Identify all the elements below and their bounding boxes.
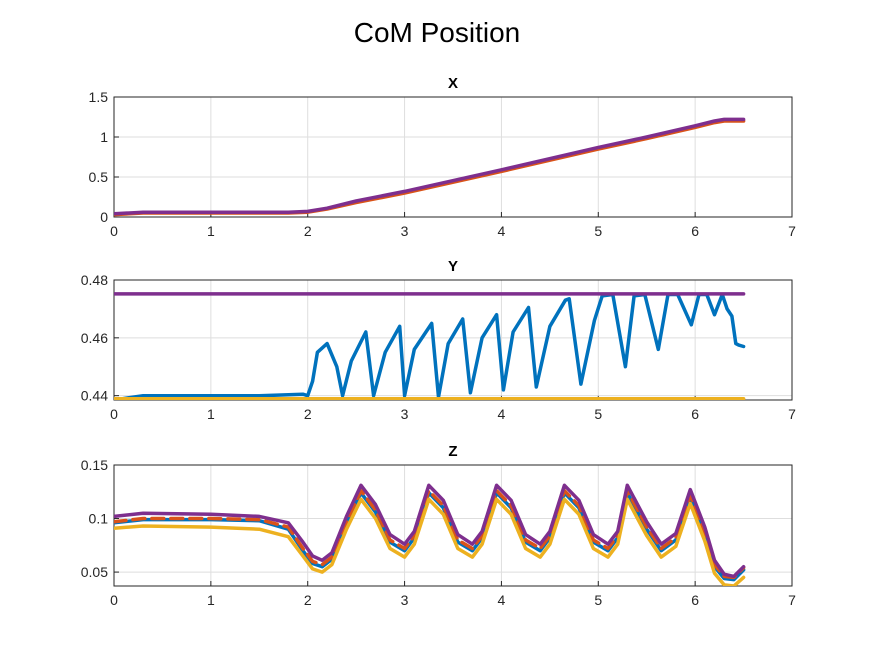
x-tick-label: 7 <box>788 223 796 239</box>
axes-frame <box>113 96 793 218</box>
x-tick-label: 1 <box>207 592 215 608</box>
y-tick-label: 0.1 <box>89 511 109 527</box>
x-tick-label: 6 <box>691 223 699 239</box>
series-line-2 <box>114 117 746 216</box>
y-tick-label: 0.15 <box>81 457 108 473</box>
x-tick-label: 2 <box>304 406 312 422</box>
series-line-3 <box>114 497 746 586</box>
x-tick-label: 7 <box>788 592 796 608</box>
x-tick-label: 4 <box>498 223 506 239</box>
subplot-title: Z <box>448 443 457 460</box>
subplots: 0 1 2 3 4 5 6 7 0 0.5 1 1.5 X 0 1 2 3 4 5 6 7 0.44 0.46 0.48 Y 0 1… <box>81 75 796 608</box>
subplot-z: 0 1 2 3 4 5 6 7 0.05 0.1 0.15 Z <box>81 443 796 608</box>
y-tick-label: 1.5 <box>89 89 109 105</box>
x-tick-label: 0 <box>110 592 118 608</box>
y-tick-label: 0.48 <box>81 272 108 288</box>
x-tick-label: 2 <box>304 223 312 239</box>
y-tick-label: 1 <box>100 129 108 145</box>
x-tick-label: 4 <box>498 406 506 422</box>
subplot-title: Y <box>448 258 458 275</box>
x-tick-label: 4 <box>498 592 506 608</box>
subplot-title: X <box>448 75 458 92</box>
x-tick-label: 1 <box>207 223 215 239</box>
x-tick-label: 3 <box>401 223 409 239</box>
x-tick-label: 0 <box>110 223 118 239</box>
subplot-x: 0 1 2 3 4 5 6 7 0 0.5 1 1.5 X <box>89 75 797 239</box>
x-tick-label: 1 <box>207 406 215 422</box>
x-tick-label: 5 <box>594 406 602 422</box>
x-tick-label: 0 <box>110 406 118 422</box>
x-tick-label: 3 <box>401 406 409 422</box>
series-line-2 <box>114 488 746 580</box>
figure-title: CoM Position <box>354 17 521 48</box>
x-tick-label: 3 <box>401 592 409 608</box>
y-tick-label: 0.44 <box>81 388 108 404</box>
y-tick-label: 0.46 <box>81 330 108 346</box>
plot-area <box>113 279 793 401</box>
y-tick-label: 0.5 <box>89 169 109 185</box>
x-tick-label: 6 <box>691 592 699 608</box>
x-tick-label: 5 <box>594 592 602 608</box>
series-line-4 <box>114 483 746 579</box>
y-tick-label: 0 <box>100 209 108 225</box>
subplot-y: 0 1 2 3 4 5 6 7 0.44 0.46 0.48 Y <box>81 258 796 422</box>
x-tick-label: 6 <box>691 406 699 422</box>
y-tick-label: 0.05 <box>81 564 108 580</box>
x-tick-label: 2 <box>304 592 312 608</box>
x-tick-label: 7 <box>788 406 796 422</box>
series-line-1 <box>114 292 746 400</box>
axes-frame <box>113 464 793 587</box>
plot-area <box>113 96 793 218</box>
x-tick-label: 5 <box>594 223 602 239</box>
